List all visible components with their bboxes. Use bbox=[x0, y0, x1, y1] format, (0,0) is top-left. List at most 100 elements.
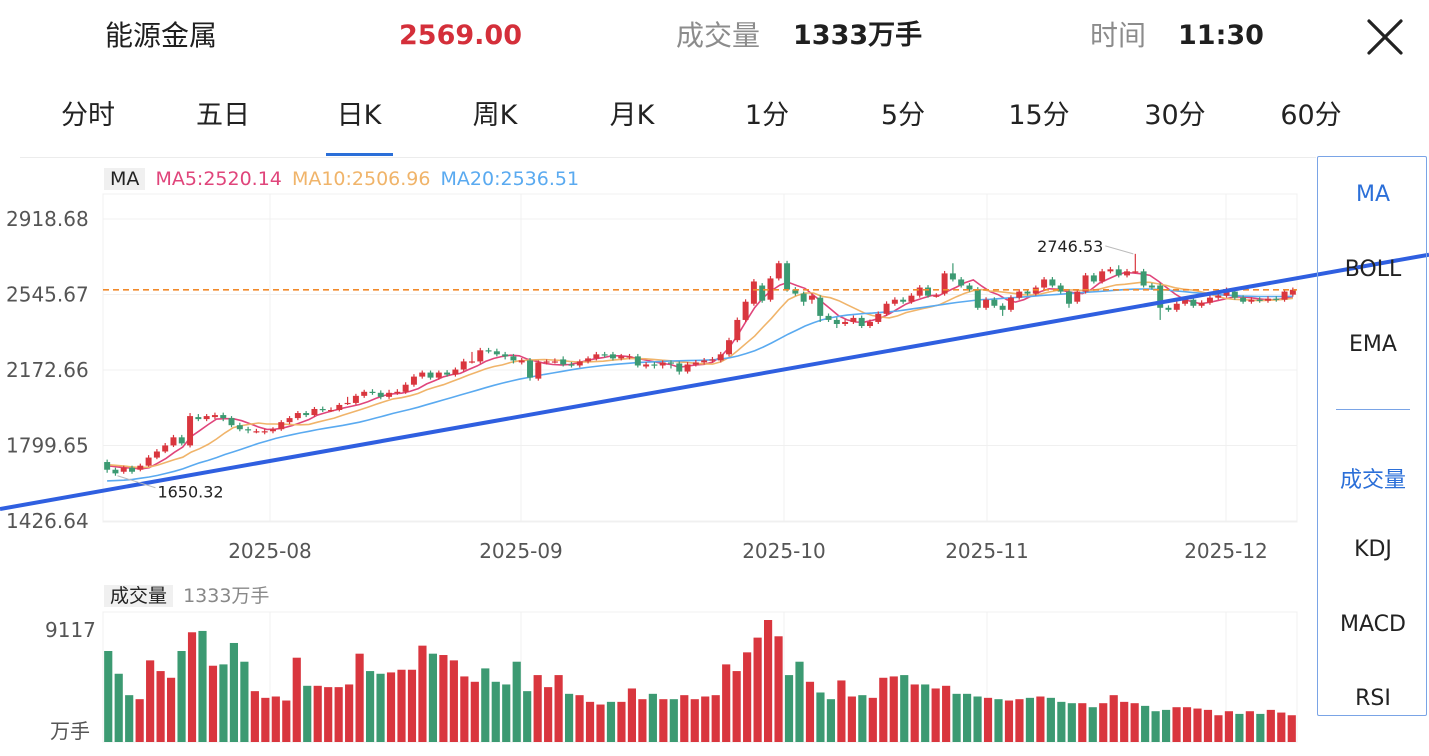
volume-bar bbox=[732, 671, 741, 742]
volume-bar bbox=[428, 653, 438, 742]
volume-bar bbox=[763, 620, 773, 742]
tab-daily-k[interactable]: 日K bbox=[336, 100, 382, 131]
candle-up bbox=[1206, 297, 1213, 303]
volume-bar bbox=[397, 669, 406, 742]
candle-up bbox=[742, 301, 749, 320]
tab-weekly-k[interactable]: 周K bbox=[472, 100, 518, 131]
candle-up bbox=[1074, 291, 1081, 302]
candle-down bbox=[568, 364, 575, 366]
indicator-kdj[interactable]: KDJ bbox=[1354, 537, 1392, 562]
close-icon[interactable] bbox=[1364, 16, 1406, 58]
candle-down bbox=[112, 469, 119, 474]
candle-up bbox=[1248, 299, 1255, 302]
time-label: 时间 bbox=[1090, 19, 1147, 52]
ma20-legend: MA20:2536.51 bbox=[440, 168, 580, 190]
x-tick-label: 2025-12 bbox=[1184, 539, 1268, 563]
y-tick-label: 1799.65 bbox=[6, 434, 89, 458]
indicator-macd[interactable]: MACD bbox=[1340, 612, 1406, 637]
volume-bar bbox=[774, 636, 783, 742]
candle-down bbox=[1057, 285, 1064, 292]
tab-5min[interactable]: 5分 bbox=[880, 100, 926, 131]
volume-bar bbox=[523, 691, 532, 742]
candle-down bbox=[1157, 285, 1164, 308]
volume-bar bbox=[1141, 705, 1150, 742]
candle-down bbox=[444, 372, 451, 375]
candle-up bbox=[477, 350, 484, 362]
candle-up bbox=[808, 295, 815, 300]
candle-up bbox=[468, 361, 475, 363]
candle-down bbox=[104, 462, 111, 470]
volume-bar bbox=[1151, 711, 1160, 742]
volume-bar bbox=[1245, 711, 1254, 742]
volume-bar bbox=[680, 695, 689, 742]
volume-bar bbox=[407, 669, 417, 742]
candle-up bbox=[1281, 291, 1288, 300]
candle-up bbox=[435, 372, 442, 378]
indicator-ema[interactable]: EMA bbox=[1349, 332, 1397, 357]
candle-up bbox=[585, 358, 592, 362]
candle-down bbox=[651, 364, 658, 366]
volume-bar bbox=[198, 630, 207, 742]
volume-bar bbox=[104, 651, 113, 742]
candle-down bbox=[974, 289, 981, 308]
volume-bar bbox=[491, 681, 500, 742]
candle-up bbox=[120, 467, 127, 472]
indicator-rsi[interactable]: RSI bbox=[1355, 686, 1391, 711]
volume-bar bbox=[1046, 697, 1055, 742]
candle-up bbox=[850, 317, 857, 322]
candle-up bbox=[1289, 289, 1296, 295]
tab-five-day[interactable]: 五日 bbox=[196, 100, 250, 131]
volume-bar bbox=[606, 701, 616, 742]
candle-up bbox=[701, 360, 708, 363]
tab-15min[interactable]: 15分 bbox=[1008, 100, 1070, 131]
tab-30min[interactable]: 30分 bbox=[1144, 100, 1206, 131]
volume-bar bbox=[114, 673, 123, 742]
tab-monthly-k[interactable]: 月K bbox=[609, 100, 655, 131]
volume-bar bbox=[1120, 701, 1129, 742]
volume-bar bbox=[743, 652, 752, 742]
volume-bar bbox=[544, 687, 553, 742]
candle-down bbox=[245, 429, 252, 431]
y-tick-label: 2172.66 bbox=[6, 358, 89, 382]
candle-down bbox=[833, 319, 840, 324]
candle-down bbox=[502, 354, 509, 357]
volume-bar bbox=[983, 697, 993, 742]
candle-up bbox=[294, 413, 301, 419]
volume-bar bbox=[1088, 707, 1097, 742]
candle-down bbox=[676, 363, 683, 372]
volume-bar bbox=[512, 661, 521, 742]
y-tick-label: 2545.67 bbox=[6, 283, 89, 307]
candle-down bbox=[601, 354, 608, 356]
candle-down bbox=[510, 356, 517, 361]
max-price-label: 2746.53 bbox=[1037, 237, 1103, 256]
candle-down bbox=[900, 299, 907, 302]
candle-down bbox=[925, 287, 932, 296]
candle-up bbox=[402, 384, 409, 392]
tab-1min[interactable]: 1分 bbox=[744, 100, 790, 131]
volume-legend-value: 1333万手 bbox=[183, 585, 270, 607]
tab-60min[interactable]: 60分 bbox=[1280, 100, 1342, 131]
indicator-boll[interactable]: BOLL bbox=[1344, 257, 1402, 282]
volume-bar bbox=[303, 685, 312, 742]
candle-up bbox=[1082, 275, 1089, 292]
candle-up bbox=[261, 431, 268, 433]
volume-bar bbox=[585, 701, 595, 742]
volume-bar bbox=[711, 695, 720, 742]
candle-down bbox=[485, 350, 492, 352]
tab-intraday[interactable]: 分时 bbox=[61, 100, 115, 131]
volume-unit-label: 万手 bbox=[50, 719, 90, 743]
volume-bar bbox=[952, 693, 961, 742]
candle-down bbox=[667, 362, 674, 364]
volume-bar bbox=[1214, 715, 1223, 742]
volume-max-tick: 9117 bbox=[45, 618, 96, 642]
volume-bar bbox=[816, 692, 825, 742]
candle-up bbox=[875, 313, 882, 322]
indicator-volume[interactable]: 成交量 bbox=[1339, 468, 1406, 493]
ma5-line bbox=[107, 271, 1294, 470]
candle-up bbox=[211, 415, 218, 418]
volume-bar bbox=[1025, 697, 1035, 742]
volume-bar bbox=[564, 693, 574, 742]
indicator-ma[interactable]: MA bbox=[1355, 182, 1391, 207]
candle-down bbox=[427, 372, 434, 378]
